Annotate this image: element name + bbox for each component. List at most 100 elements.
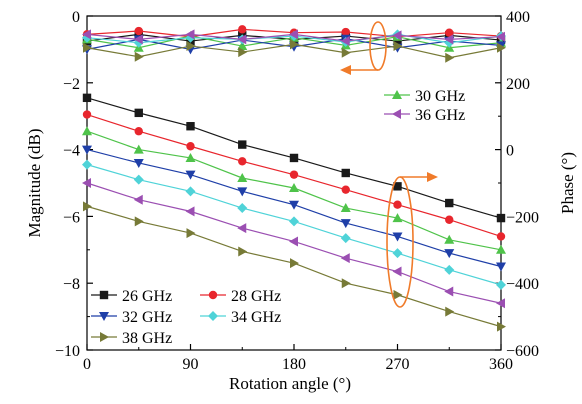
magnitude-point-36-ghz bbox=[82, 178, 91, 188]
legend-marker-30-ghz bbox=[392, 90, 402, 99]
x-tick-label: 180 bbox=[282, 356, 306, 373]
magnitude-point-26-ghz bbox=[82, 93, 92, 103]
magnitude-point-28-ghz bbox=[238, 157, 247, 166]
legend-label-38-ghz: 38 GHz bbox=[122, 330, 172, 347]
right-y-tick-label: −200 bbox=[506, 209, 539, 226]
phase-point-38-ghz bbox=[238, 47, 248, 58]
magnitude-point-28-ghz bbox=[341, 185, 350, 194]
magnitude-point-26-ghz bbox=[393, 182, 402, 191]
magnitude-point-38-ghz bbox=[238, 246, 248, 257]
right-y-tick-label: −600 bbox=[506, 343, 539, 360]
phase-point-36-ghz bbox=[133, 34, 143, 45]
magnitude-point-38-ghz bbox=[393, 289, 403, 300]
phase-point-36-ghz bbox=[237, 34, 247, 45]
magnitude-point-36-ghz bbox=[392, 266, 402, 277]
magnitude-point-32-ghz bbox=[289, 200, 299, 210]
phase-point-38-ghz bbox=[341, 47, 351, 58]
magnitude-point-34-ghz bbox=[289, 216, 299, 227]
magnitude-point-32-ghz bbox=[392, 232, 403, 242]
phase-point-38-ghz bbox=[134, 51, 144, 62]
magnitude-point-38-ghz bbox=[83, 201, 92, 212]
magnitude-point-26-ghz bbox=[289, 153, 299, 163]
magnitude-point-34-ghz bbox=[185, 186, 196, 197]
magnitude-point-34-ghz bbox=[237, 203, 248, 214]
magnitude-point-32-ghz bbox=[185, 170, 196, 180]
phase-point-36-ghz bbox=[392, 30, 402, 41]
magnitude-point-36-ghz bbox=[237, 223, 247, 234]
magnitude-point-30-ghz bbox=[392, 213, 403, 223]
magnitude-point-26-ghz bbox=[238, 140, 247, 149]
right-y-tick-label: 200 bbox=[506, 76, 530, 93]
phase-point-36-ghz bbox=[289, 29, 298, 40]
legend-marker-28-ghz bbox=[208, 290, 218, 300]
left-y-tick-label: 0 bbox=[72, 9, 80, 26]
phase-point-38-ghz bbox=[186, 41, 196, 52]
magnitude-point-28-ghz bbox=[82, 110, 92, 119]
phase-point-38-ghz bbox=[497, 42, 506, 53]
x-tick-label: 0 bbox=[83, 356, 91, 373]
phase-point-38-ghz bbox=[290, 39, 299, 50]
legend-marker-34-ghz bbox=[208, 311, 218, 321]
magnitude-point-36-ghz bbox=[496, 298, 505, 309]
phase-point-26-ghz bbox=[393, 36, 402, 46]
phase-point-38-ghz bbox=[393, 41, 403, 52]
magnitude-point-26-ghz bbox=[341, 168, 350, 178]
magnitude-point-34-ghz bbox=[133, 174, 144, 185]
magnitude-point-34-ghz bbox=[82, 159, 92, 170]
right-y-tick-label: −400 bbox=[506, 276, 539, 293]
magnitude-point-34-ghz bbox=[392, 248, 403, 259]
magnitude-point-30-ghz bbox=[340, 203, 351, 213]
magnitude-point-38-ghz bbox=[134, 216, 144, 227]
x-tick-label: 360 bbox=[489, 356, 513, 373]
magnitude-point-30-ghz bbox=[444, 234, 455, 244]
phase-point-36-ghz bbox=[340, 36, 350, 47]
legend-label-32-ghz: 32 GHz bbox=[122, 309, 172, 326]
magnitude-point-36-ghz bbox=[444, 286, 454, 297]
phase-point-38-ghz bbox=[83, 42, 92, 53]
magnitude-point-32-ghz bbox=[444, 249, 455, 259]
magnitude-point-26-ghz bbox=[186, 122, 195, 131]
legend-label-36-ghz: 36 GHz bbox=[415, 107, 465, 124]
magnitude-point-34-ghz bbox=[340, 233, 351, 244]
magnitude-point-30-ghz bbox=[289, 183, 299, 193]
magnitude-point-34-ghz bbox=[496, 279, 506, 290]
magnitude-point-32-ghz bbox=[496, 262, 506, 272]
magnitude-point-28-ghz bbox=[289, 170, 299, 179]
left-y-tick-label: −10 bbox=[55, 343, 80, 360]
magnitude-point-36-ghz bbox=[133, 194, 143, 205]
phase-annotation-arrowhead bbox=[340, 65, 351, 75]
legend-label-34-ghz: 34 GHz bbox=[231, 309, 281, 326]
magnitude-point-26-ghz bbox=[134, 108, 143, 118]
phase-point-28-ghz bbox=[341, 27, 350, 37]
magnitude-point-32-ghz bbox=[340, 219, 351, 229]
magnitude-point-34-ghz bbox=[444, 264, 455, 275]
magnitude-point-38-ghz bbox=[186, 228, 196, 239]
legend-label-30-ghz: 30 GHz bbox=[415, 88, 465, 105]
magnitude-point-28-ghz bbox=[134, 127, 143, 136]
legend-label-28-ghz: 28 GHz bbox=[231, 288, 281, 305]
left-y-tick-label: −2 bbox=[63, 76, 80, 93]
magnitude-point-30-ghz bbox=[237, 172, 248, 182]
left-y-tick-label: −4 bbox=[63, 143, 80, 160]
plot-area: 0 90 180 270 360 0 −2 −4 −6 −8 −10 400 200 0 −200 −400 −… bbox=[55, 9, 539, 373]
left-y-tick-label: −6 bbox=[63, 209, 80, 226]
magnitude-point-30-ghz bbox=[496, 244, 506, 254]
left-y-tick-label: −8 bbox=[63, 276, 80, 293]
magnitude-point-36-ghz bbox=[185, 206, 195, 217]
magnitude-point-38-ghz bbox=[341, 278, 351, 289]
magnitude-point-38-ghz bbox=[445, 306, 455, 317]
right-y-axis-label: Phase (°) bbox=[558, 152, 577, 214]
right-y-tick-label: 0 bbox=[506, 143, 514, 160]
magnitude-point-32-ghz bbox=[82, 145, 92, 155]
phase-point-28-ghz bbox=[134, 26, 143, 36]
phase-point-28-ghz bbox=[445, 28, 454, 37]
x-tick-label: 270 bbox=[386, 356, 410, 373]
magnitude-point-28-ghz bbox=[496, 232, 506, 241]
phase-point-38-ghz bbox=[445, 52, 455, 63]
legend-label-26-ghz: 26 GHz bbox=[122, 288, 172, 305]
magnitude-point-32-ghz bbox=[133, 158, 144, 168]
magnitude-point-28-ghz bbox=[393, 200, 402, 209]
magnitude-point-26-ghz bbox=[445, 198, 454, 208]
legend-marker-38-ghz bbox=[100, 332, 109, 342]
